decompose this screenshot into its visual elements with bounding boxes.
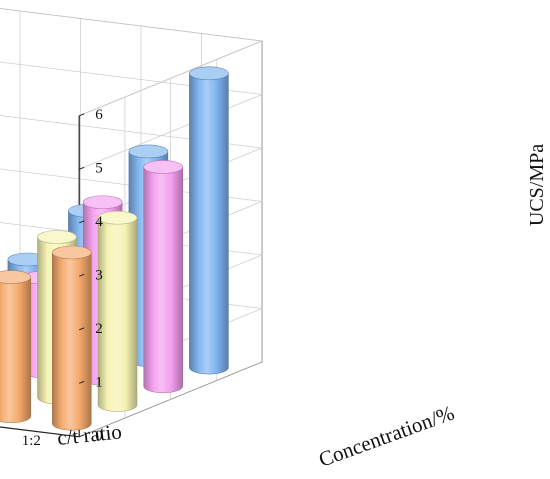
- bar-1-3-conc-64: [0, 270, 32, 423]
- z-tick: [79, 380, 85, 384]
- z-tick-label: 2: [95, 321, 103, 337]
- z-gridline: [0, 8, 264, 117]
- bar-body: [97, 217, 138, 412]
- chart-bars: [0, 66, 229, 431]
- z-axis-title: UCS/MPa: [526, 144, 548, 226]
- bar-1-2-conc-66: [97, 210, 138, 412]
- ratio-tick-label: 1:2: [22, 433, 41, 449]
- y-axis-title: Concentration/%: [316, 400, 458, 471]
- z-tick: [79, 327, 85, 331]
- z-tick-label: 5: [95, 160, 103, 176]
- bar-body: [143, 166, 183, 394]
- z-tick-label: 6: [95, 107, 103, 123]
- bar-top: [143, 160, 183, 174]
- z-tick: [79, 166, 85, 170]
- bar-body: [52, 252, 92, 431]
- bar-top: [37, 230, 77, 244]
- bar-1-2-conc-64: [52, 245, 92, 431]
- z-tick: [79, 273, 85, 277]
- bar-1-2-conc-68: [143, 160, 183, 394]
- bar-top: [97, 210, 138, 225]
- bar-body: [0, 276, 32, 423]
- z-tick-label: 1: [95, 374, 103, 390]
- z-tick: [79, 434, 85, 438]
- bar-top: [128, 144, 169, 159]
- bar-top: [52, 245, 92, 260]
- z-tick: [79, 220, 85, 224]
- z-tick-label: 0: [95, 428, 103, 444]
- bar-top: [0, 270, 32, 284]
- bar-top: [189, 66, 229, 81]
- y-axis-line: [0, 426, 80, 438]
- z-gridline: [0, 61, 264, 170]
- bar-1-2-conc-70: [189, 66, 229, 375]
- z-tick-label: 3: [95, 267, 103, 283]
- z-tick-label: 4: [95, 214, 103, 230]
- z-tick: [79, 113, 85, 117]
- bar-body: [189, 73, 229, 375]
- bar-top: [82, 195, 123, 210]
